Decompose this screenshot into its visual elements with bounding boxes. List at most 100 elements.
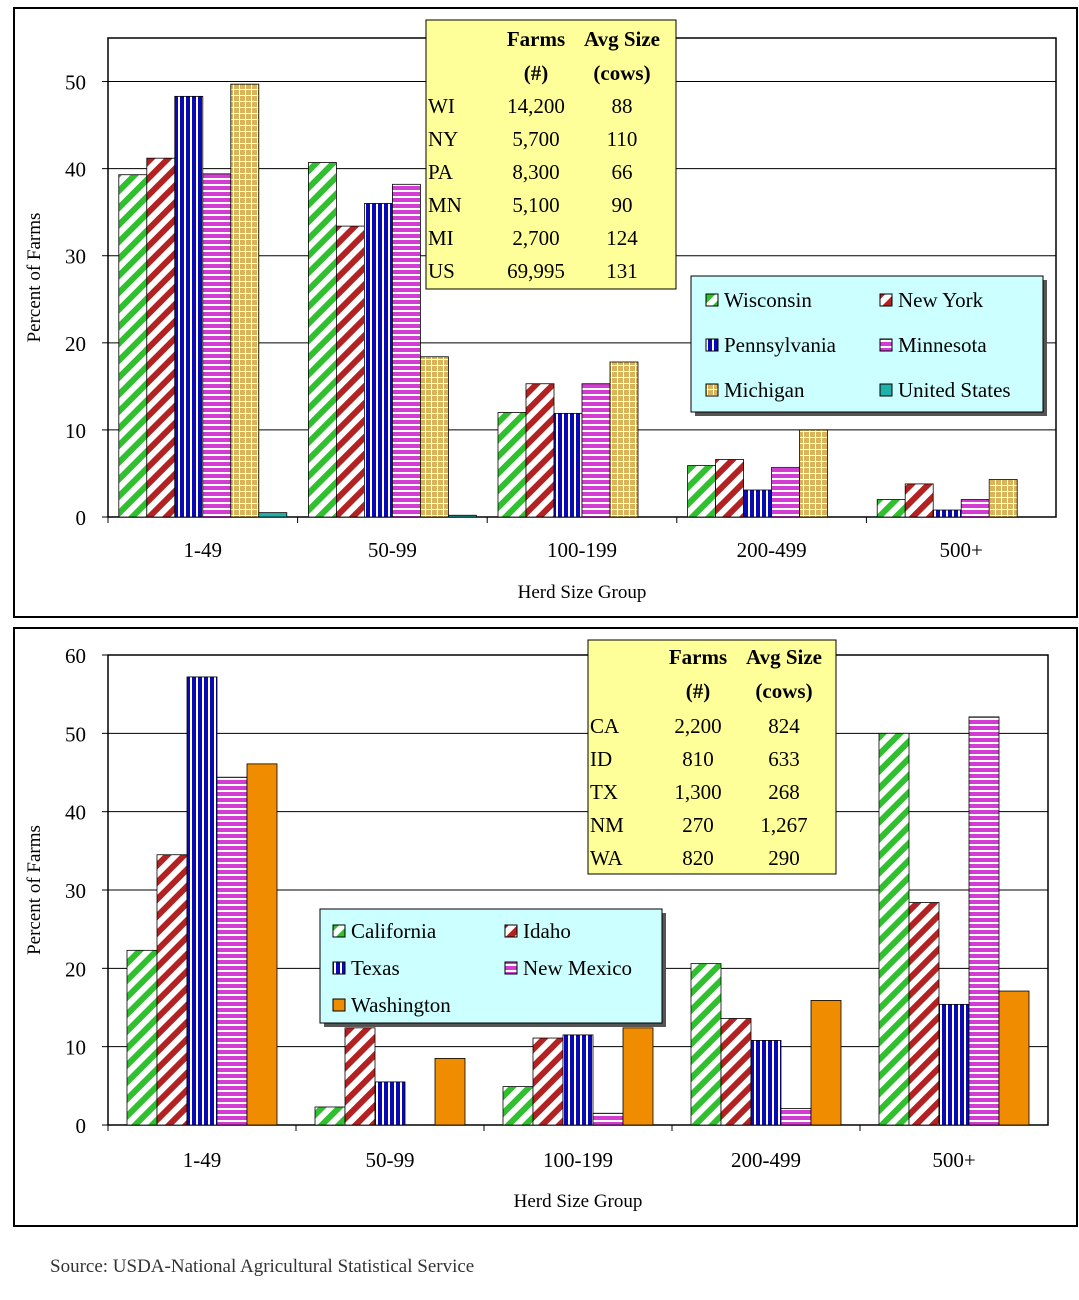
bar-michigan-200-499	[799, 429, 828, 518]
x-axis-label: Herd Size Group	[518, 582, 647, 603]
bar-washington-100-199	[622, 1027, 654, 1126]
x-tick-label: 500+	[932, 1148, 975, 1172]
table-header: Avg Size	[746, 645, 822, 669]
bar-pennsylvania-200-499	[743, 489, 772, 518]
bar-texas-50-99	[374, 1081, 406, 1126]
legend-swatch	[504, 961, 518, 975]
bar-california-100-199	[502, 1086, 534, 1126]
legend-entry: United States	[898, 378, 1011, 402]
bar-texas-100-199	[562, 1034, 594, 1126]
table-state-code: WA	[590, 846, 623, 870]
top-panel-border	[13, 7, 1078, 618]
legend-entry: Minnesota	[898, 333, 987, 357]
table-state-code: US	[428, 259, 455, 283]
y-tick-label: 20	[65, 957, 86, 981]
table-farms-value: 2,700	[512, 226, 559, 250]
bar-wisconsin-1-49	[118, 174, 148, 518]
y-tick-label: 0	[76, 506, 87, 530]
table-header: (#)	[524, 61, 549, 85]
y-tick-label: 60	[65, 644, 86, 668]
table-state-code: NY	[428, 127, 458, 151]
y-tick-label: 10	[65, 1036, 86, 1060]
bar-michigan-50-99	[419, 356, 449, 518]
table-state-code: MN	[428, 193, 462, 217]
y-tick-label: 0	[76, 1114, 87, 1138]
x-tick-label: 200-499	[731, 1148, 801, 1172]
top-chart: 0 10 20 30 40 50 1-49 50-99 100-199 200-499 500+ He…	[24, 19, 1057, 603]
table-avg-size-value: 290	[768, 846, 800, 870]
source-note: Source: USDA-National Agricultural Stati…	[50, 1256, 475, 1277]
table-avg-size-value: 268	[768, 780, 800, 804]
bar-pennsylvania-50-99	[363, 203, 393, 518]
bar-new-york-1-49	[146, 157, 176, 518]
bar-texas-200-499	[750, 1040, 782, 1126]
legend-swatch	[705, 383, 719, 397]
bar-california-50-99	[314, 1106, 346, 1126]
legend-swatch	[879, 338, 893, 352]
table-state-code: MI	[428, 226, 454, 250]
bottom-chart: 0 10 20 30 40 50 60 1-49 50-99 100-199 200-499 500+…	[24, 639, 1049, 1212]
bar-new-york-200-499	[715, 459, 744, 518]
bar-idaho-100-199	[532, 1037, 564, 1126]
bar-new-mexico-1-49	[216, 776, 248, 1126]
y-tick-label: 20	[65, 332, 86, 356]
table-farms-value: 69,995	[507, 259, 565, 283]
y-axis-label: Percent of Farms	[24, 825, 45, 955]
table-farms-value: 1,300	[674, 780, 721, 804]
bar-united-states-50-99	[447, 514, 477, 518]
legend-swatch	[332, 998, 346, 1012]
y-tick-label: 50	[65, 722, 86, 746]
table-header: Avg Size	[584, 27, 660, 51]
bar-minnesota-100-199	[581, 383, 611, 518]
bar-california-200-499	[690, 963, 722, 1126]
y-tick-label: 30	[65, 245, 86, 269]
table-farms-value: 270	[682, 813, 714, 837]
legend-entry: Idaho	[523, 919, 571, 943]
x-tick-label: 100-199	[543, 1148, 613, 1172]
table-state-code: ID	[590, 747, 612, 771]
x-tick-label: 100-199	[547, 538, 617, 562]
bar-wisconsin-500+	[876, 499, 906, 518]
bar-new-mexico-100-199	[592, 1112, 624, 1126]
x-axis-label: Herd Size Group	[514, 1191, 643, 1212]
bar-pennsylvania-500+	[932, 509, 962, 518]
x-tick-label: 50-99	[368, 538, 417, 562]
y-axis-label: Percent of Farms	[24, 213, 45, 343]
bottom-panel-border	[13, 627, 1078, 1227]
bar-pennsylvania-100-199	[553, 412, 583, 518]
y-tick-label: 50	[65, 71, 86, 95]
bar-idaho-200-499	[720, 1018, 752, 1126]
legend-swatch	[879, 383, 893, 397]
y-tick-label: 30	[65, 879, 86, 903]
y-tick-label: 40	[65, 801, 86, 825]
table-state-code: NM	[590, 813, 624, 837]
table-state-code: PA	[428, 160, 454, 184]
bar-new-mexico-500+	[968, 716, 1000, 1126]
bar-minnesota-500+	[960, 499, 990, 518]
x-tick-label: 500+	[940, 538, 983, 562]
legend-entry: Pennsylvania	[724, 333, 837, 357]
bar-texas-500+	[938, 1003, 970, 1126]
bar-new-mexico-200-499	[780, 1108, 812, 1126]
bar-wisconsin-200-499	[687, 465, 716, 518]
table-header: Farms	[507, 27, 565, 51]
table-header: (#)	[686, 679, 711, 703]
bar-washington-50-99	[434, 1058, 466, 1126]
legend-entry: Washington	[351, 993, 451, 1017]
table-farms-value: 14,200	[507, 94, 565, 118]
bar-new-york-100-199	[525, 383, 555, 518]
table-state-code: WI	[428, 94, 455, 118]
bar-michigan-100-199	[609, 361, 639, 518]
table-avg-size-value: 131	[606, 259, 638, 283]
table-avg-size-value: 1,267	[760, 813, 807, 837]
legend-box	[319, 908, 663, 1024]
legend-entry: Wisconsin	[724, 288, 812, 312]
legend-swatch	[332, 924, 346, 938]
bar-new-york-50-99	[335, 225, 365, 518]
bar-california-500+	[878, 732, 910, 1126]
bar-idaho-1-49	[156, 854, 188, 1126]
bar-minnesota-1-49	[202, 173, 232, 518]
table-avg-size-value: 90	[612, 193, 633, 217]
x-tick-label: 1-49	[183, 1148, 222, 1172]
